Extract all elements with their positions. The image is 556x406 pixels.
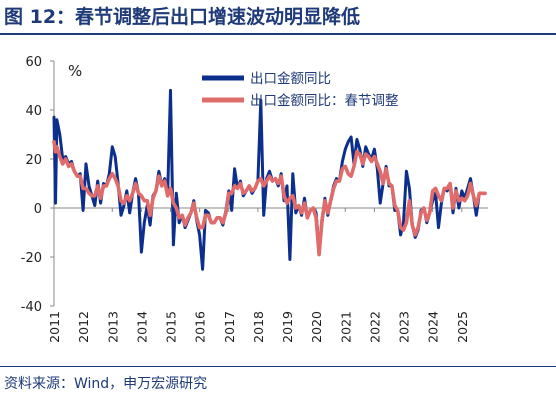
legend-label: 出口金额同比：春节调整 — [250, 93, 399, 109]
x-tick-label: 2024 — [426, 311, 441, 343]
series-layer — [52, 88, 487, 271]
y-tick-label: 60 — [25, 55, 42, 70]
x-tick-label: 2021 — [338, 311, 353, 343]
series-line-export-yoy — [52, 88, 487, 271]
chart-title: 图 12：春节调整后出口增速波动明显降低 — [4, 6, 361, 28]
y-tick-label: -40 — [21, 300, 42, 315]
x-tick-label: 2023 — [397, 311, 412, 343]
y-tick-label: 0 — [34, 202, 42, 217]
chart-axes: -40 -20 0 20 40 60 2011 2012 2013 2014 2015 2016 201… — [21, 55, 488, 343]
series-line-export-yoy-adjusted — [52, 140, 487, 257]
unit-label: % — [68, 62, 82, 80]
x-tick-label: 2016 — [193, 311, 208, 343]
x-tick-label: 2020 — [309, 311, 324, 343]
x-tick-label: 2013 — [105, 311, 120, 343]
title-divider — [0, 33, 556, 35]
x-tick-label: 2025 — [455, 311, 470, 343]
y-tick-label: -20 — [21, 251, 42, 266]
source-divider — [0, 366, 556, 367]
x-tick-label: 2019 — [280, 311, 295, 343]
legend-label: 出口金额同比 — [250, 71, 331, 87]
y-tick-label: 40 — [25, 104, 42, 119]
x-tick-label: 2017 — [222, 311, 237, 343]
source-note: 资料来源：Wind，申万宏源研究 — [4, 376, 208, 392]
x-tick-label: 2014 — [134, 311, 149, 343]
x-tick-label: 2011 — [47, 311, 62, 343]
x-tick-label: 2012 — [76, 311, 91, 343]
x-tick-label: 2022 — [367, 311, 382, 343]
line-chart: -40 -20 0 20 40 60 2011 2012 2013 2014 2015 2016 201… — [21, 55, 488, 343]
x-tick-label: 2018 — [251, 311, 266, 343]
y-tick-label: 20 — [25, 153, 42, 168]
x-tick-label: 2015 — [164, 311, 179, 343]
